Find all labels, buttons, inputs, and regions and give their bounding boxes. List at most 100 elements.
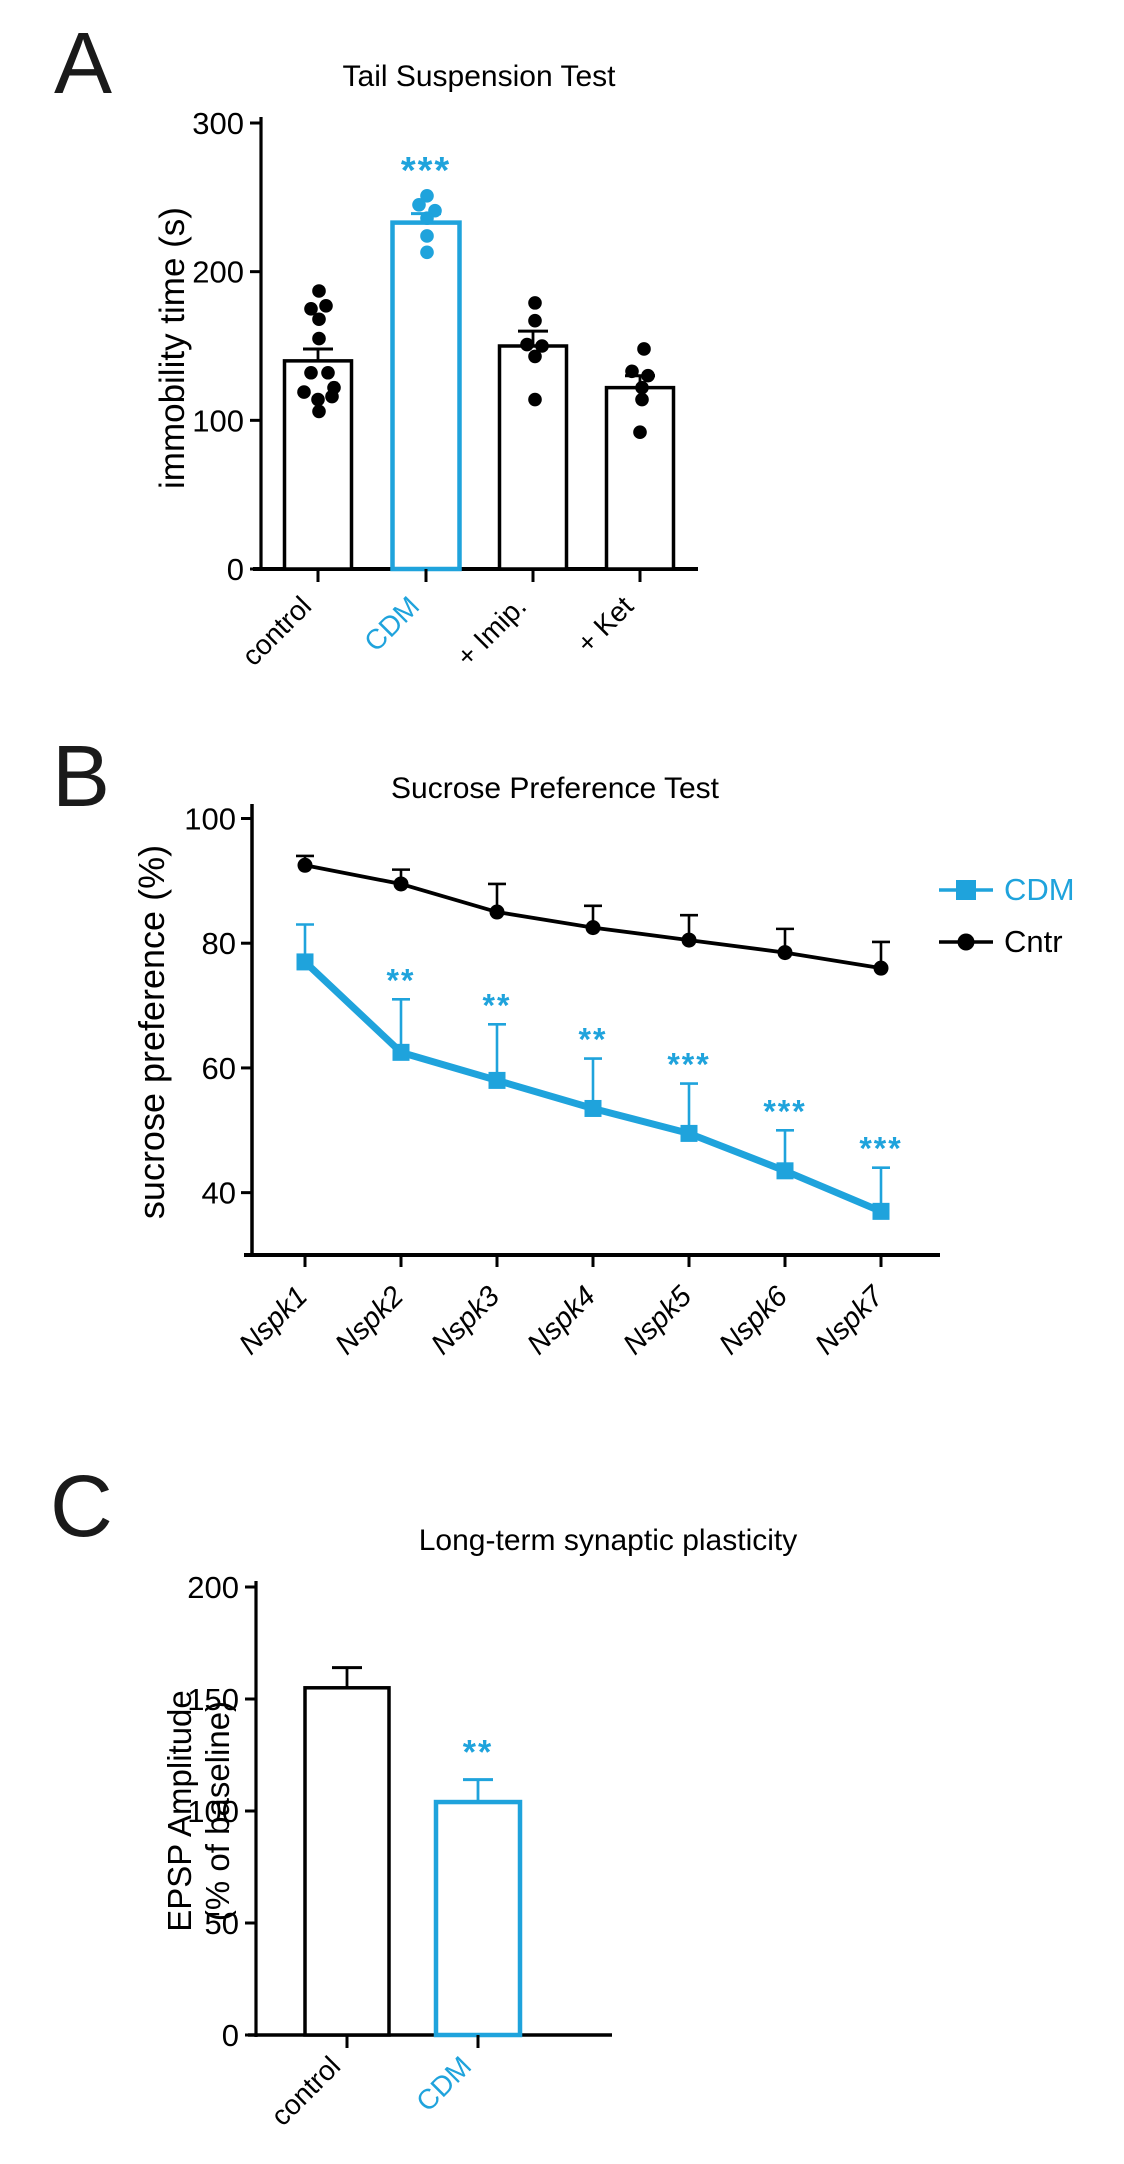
panel-b-square-marker <box>776 1162 794 1180</box>
panel-a-scatter-dot <box>641 368 655 383</box>
panel-c-y-axis-label-line2: (% of baseline) <box>199 1700 236 1922</box>
panel-b-category-label: Nspk5 <box>617 1280 698 1361</box>
panel-a-scatter-dot <box>420 211 434 225</box>
panel-a-scatter-dot <box>325 389 339 404</box>
panel-b-y-tick-label: 40 <box>202 1176 236 1211</box>
panel-a-scatter-dot <box>312 284 326 298</box>
panel-b-square-marker <box>488 1071 506 1089</box>
panel-a-bar <box>604 385 676 571</box>
panel-c-y-tick-label: 50 <box>205 1906 239 1941</box>
panel-b-category-label: Nspk1 <box>233 1280 314 1361</box>
panel-a-y-axis-label: immobility time (s) <box>153 207 192 489</box>
panel-a-category-label: + Ket <box>571 590 640 659</box>
panel-a-scatter-dot <box>635 380 649 395</box>
panel-a-scatter-dot <box>520 337 534 352</box>
panel-b-circle-marker <box>297 857 313 873</box>
panel-a-scatter-dot <box>312 312 326 327</box>
panel-b-title: Sucrose Preference Test <box>391 772 719 805</box>
panel-a-y-tick-label: 0 <box>227 552 244 587</box>
panel-b-y-tick-label: 100 <box>184 802 236 837</box>
panel-b-significance-label: *** <box>667 1047 710 1083</box>
panel-a-scatter-dot <box>528 313 542 328</box>
panel-a-scatter-dot <box>321 365 335 380</box>
panel-a-scatter-dot <box>304 302 318 316</box>
panel-b-circle-marker <box>393 876 409 892</box>
panel-a-scatter-dot <box>528 349 542 364</box>
panel-a-scatter-dot <box>319 299 333 313</box>
panel-a-scatter-dot <box>535 339 549 353</box>
panel-a-scatter-dot <box>528 296 542 310</box>
panel-b-circle-marker <box>777 945 793 961</box>
panel-a-scatter-dot <box>420 229 434 243</box>
panel-a-bar <box>282 359 354 571</box>
panel-a-letter: A <box>54 15 113 112</box>
panel-c-y-axis-label-line1: EPSP Amplitude <box>161 1690 198 1932</box>
panel-b-significance-label: *** <box>763 1093 806 1129</box>
panel-a-scatter-dot <box>304 365 318 380</box>
panel-b-square-marker <box>296 953 314 971</box>
panel-b-y-tick-label: 80 <box>202 926 236 961</box>
panel-c-bar <box>303 1686 391 2037</box>
panel-b-square-marker <box>680 1124 698 1142</box>
panel-a-scatter-dot <box>528 392 542 407</box>
panel-b-category-label: Nspk7 <box>809 1279 891 1361</box>
panel-a-y-tick-label: 200 <box>192 255 244 290</box>
panel-a-scatter-dot <box>625 364 639 379</box>
panel-c-y-tick-label: 100 <box>187 1794 239 1829</box>
panel-b-square-marker <box>584 1099 602 1117</box>
panel-b-square-marker <box>872 1202 890 1220</box>
panel-a-scatter-dot <box>412 197 426 212</box>
panel-a-scatter-dot <box>420 245 434 260</box>
panel-b-category-label: Nspk6 <box>713 1280 794 1361</box>
legend-row-cdm: CDM <box>938 872 1075 907</box>
panel-a-significance-label: *** <box>401 150 451 192</box>
panel-b-circle-marker <box>681 932 697 948</box>
panel-c-letter: C <box>50 1458 113 1555</box>
panel-b-category-label: Nspk2 <box>329 1280 410 1361</box>
panel-a-scatter-dot <box>637 342 651 356</box>
panel-c-category-label: control <box>265 2050 346 2131</box>
panel-b-circle-marker <box>585 920 601 936</box>
panel-c-y-tick-label: 0 <box>222 2018 239 2053</box>
cntr-circle-marker-icon <box>939 933 993 951</box>
panel-c-significance-label: ** <box>463 1734 493 1772</box>
cdm-square-marker-icon <box>939 880 993 900</box>
panel-c-y-tick-label: 150 <box>187 1682 239 1717</box>
panel-a-scatter-dot <box>312 404 326 419</box>
panel-a-y-tick-label: 300 <box>192 106 244 141</box>
panel-b-category-label: Nspk4 <box>521 1280 602 1361</box>
panel-b-y-tick-label: 60 <box>202 1051 236 1086</box>
legend-label-cntr: Cntr <box>1004 924 1063 959</box>
panel-a-scatter-dot <box>635 392 649 407</box>
panel-b-legend: CDM Cntr <box>938 872 1075 959</box>
panel-c-bar <box>433 1799 523 2038</box>
panel-b-letter: B <box>52 728 111 825</box>
panel-c-y-tick-label: 200 <box>187 1570 239 1605</box>
panel-a-category-label: + Imip. <box>450 590 532 672</box>
panel-c-category-label: CDM <box>410 2050 477 2117</box>
panel-b-circle-marker <box>873 960 889 976</box>
panel-b-category-label: Nspk3 <box>425 1280 506 1361</box>
panel-a-title: Tail Suspension Test <box>342 60 616 93</box>
panel-a-scatter-dot <box>297 385 311 399</box>
panel-a-bar <box>497 344 569 571</box>
legend-label-cdm: CDM <box>1004 872 1075 907</box>
panel-b-y-axis-label: sucrose preference (%) <box>131 844 172 1220</box>
panel-b-significance-label: ** <box>579 1022 608 1058</box>
panel-a-scatter-dot <box>312 331 326 346</box>
panel-a-bar <box>390 220 462 572</box>
panel-c-title: Long-term synaptic plasticity <box>418 1524 798 1557</box>
panel-b-significance-label: ** <box>387 962 416 998</box>
panel-a-y-tick-label: 100 <box>192 403 244 438</box>
legend-row-cntr: Cntr <box>938 924 1075 959</box>
panel-b-circle-marker <box>489 904 505 920</box>
panel-c-y-axis-label: EPSP Amplitude (% of baseline) <box>161 1576 237 2046</box>
panel-a-scatter-dot <box>420 189 434 203</box>
panel-a-scatter-dot <box>633 425 647 440</box>
panel-a-category-label: control <box>236 590 317 671</box>
panel-a-scatter-dot <box>311 392 325 407</box>
panel-b-significance-label: *** <box>859 1131 902 1167</box>
panel-b-square-marker <box>392 1043 410 1061</box>
